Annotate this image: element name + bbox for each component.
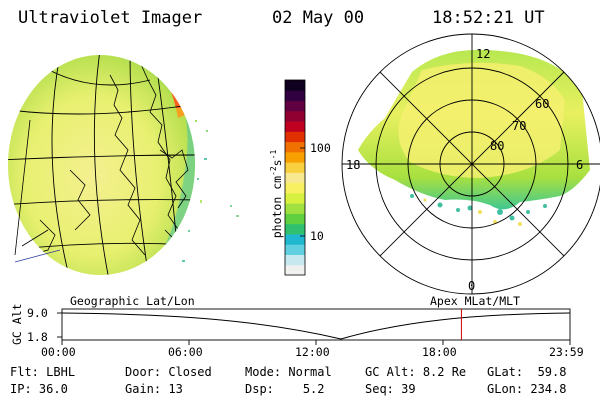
- altitude-ylabel: GC Alt: [10, 303, 24, 345]
- info-glat: GLat: 59.8: [487, 365, 566, 379]
- colorbar-cell: [285, 233, 305, 245]
- glat-label: GLat:: [487, 365, 524, 379]
- colorbar-cell: [285, 162, 305, 173]
- mlt-label-0: 0: [468, 279, 475, 293]
- colorbar-cell: [285, 90, 305, 102]
- altitude-xtick-1800: 18:00: [422, 345, 457, 359]
- observation-time: 18:52:21 UT: [432, 8, 545, 28]
- colorbar-cell: [285, 182, 305, 194]
- info-mode: Mode: Normal: [245, 365, 332, 379]
- altitude-ytick-high: 9.0: [27, 306, 48, 320]
- colorbar-cell: [285, 172, 305, 184]
- info-dsp: Dsp: 5.2: [245, 382, 325, 396]
- info-glon: GLon: 234.8: [487, 382, 566, 396]
- mode-label: Mode:: [245, 365, 282, 379]
- altitude-xtick-2359: 23:59: [549, 345, 584, 359]
- gain-value: 13: [168, 382, 183, 396]
- info-gain: Gain: 13: [125, 382, 183, 396]
- colorbar-tick-100: 100: [310, 141, 331, 155]
- info-seq: Seq: 39: [365, 382, 416, 396]
- colorbar-unit-mid: s: [269, 159, 284, 167]
- colorbar-cell: [285, 110, 305, 122]
- left-panel-label: Geographic Lat/Lon: [70, 294, 195, 308]
- dsp-label: Dsp:: [245, 382, 274, 396]
- info-ip: IP: 36.0: [10, 382, 68, 396]
- polar-plot: 12 6 0 18 80 70 60: [341, 33, 600, 295]
- right-panel-label: Apex MLat/MLT: [430, 294, 521, 308]
- orbit-altitude-curve: [61, 312, 571, 340]
- colorbar-cell: [285, 131, 305, 143]
- info-door: Door: Closed: [125, 365, 212, 379]
- flt-label: Flt:: [10, 365, 39, 379]
- info-flt: Flt: LBHL: [10, 365, 75, 379]
- mlat-label-60: 60: [535, 97, 549, 111]
- instrument-title: Ultraviolet Imager: [18, 8, 203, 28]
- colorbar-cell: [285, 80, 305, 91]
- colorbar-cell: [285, 264, 305, 276]
- colorbar-unit-sup2: -1: [269, 149, 278, 160]
- colorbar-unit-main: photon cm: [269, 175, 284, 239]
- colorbar-cell: [285, 151, 305, 163]
- flt-value: LBHL: [46, 365, 76, 379]
- dsp-value: 5.2: [302, 382, 325, 396]
- mlt-label-18: 18: [346, 158, 360, 172]
- colorbar-unit-sup1: -2: [269, 166, 278, 176]
- altitude-ytick-low: 1.8: [27, 330, 48, 344]
- earth-disk-image: [8, 55, 239, 275]
- mlat-label-70: 70: [512, 119, 526, 133]
- glon-label: GLon:: [487, 382, 524, 396]
- colorbar-cell: [285, 141, 305, 153]
- ip-value: 36.0: [38, 382, 68, 396]
- colorbar-cell: [285, 192, 305, 204]
- colorbar-tick-10: 10: [310, 229, 324, 243]
- observation-date: 02 May 00: [272, 8, 365, 28]
- mlt-label-12: 12: [476, 47, 490, 61]
- colorbar-cell: [285, 213, 305, 225]
- altitude-xtick-0000: 00:00: [41, 345, 76, 359]
- gain-label: Gain:: [125, 382, 162, 396]
- colorbar-cell: [285, 203, 305, 214]
- colorbar-cell: [285, 121, 305, 132]
- colorbar: [284, 79, 306, 276]
- seq-label: Seq:: [365, 382, 394, 396]
- glat-value: 59.8: [537, 365, 567, 379]
- mlt-label-6: 6: [576, 158, 583, 172]
- colorbar-cell: [285, 244, 305, 255]
- altitude-xtick-0600: 06:00: [168, 345, 203, 359]
- mode-value: Normal: [288, 365, 332, 379]
- door-label: Door:: [125, 365, 162, 379]
- ip-label: IP:: [10, 382, 32, 396]
- colorbar-cell: [285, 223, 305, 235]
- mlat-label-80: 80: [490, 139, 504, 153]
- polar-grid: [341, 33, 600, 295]
- gcalt-value: 8.2 Re: [422, 365, 467, 379]
- gcalt-label: GC Alt:: [365, 365, 416, 379]
- colorbar-cell: [285, 100, 305, 112]
- colorbar-cell: [285, 254, 305, 266]
- altitude-plot: [57, 308, 571, 345]
- seq-value: 39: [401, 382, 416, 396]
- colorbar-unit-label: photon cm-2s-1: [269, 134, 284, 254]
- polar-labels: 12 6 0 18 80 70 60: [346, 47, 583, 293]
- door-value: Closed: [168, 365, 212, 379]
- glon-value: 234.8: [530, 382, 567, 396]
- info-gcalt: GC Alt: 8.2 Re: [365, 365, 466, 379]
- altitude-xtick-1200: 12:00: [295, 345, 330, 359]
